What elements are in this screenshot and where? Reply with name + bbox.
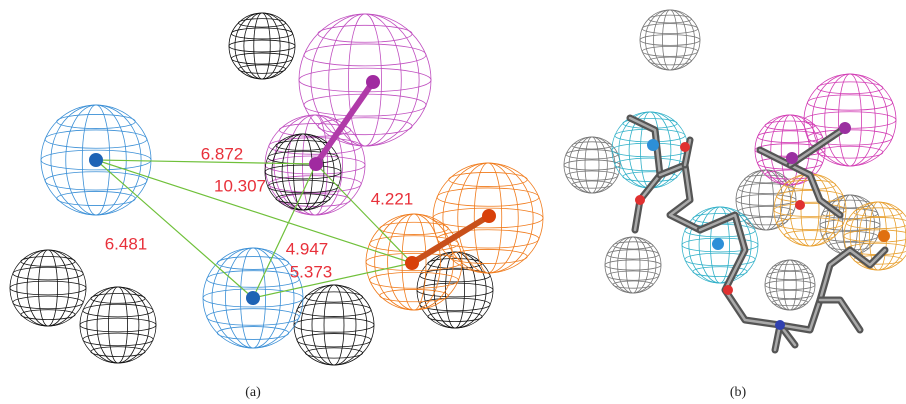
hetero-atom: [635, 195, 645, 205]
wireframe-sphere: [605, 237, 661, 293]
bond: [820, 300, 860, 330]
panel-label: (b): [730, 385, 747, 400]
distance-label: 10.307: [214, 176, 266, 195]
page: 6.872 10.307 4.221 6.481 4.947 5.373 (a)…: [0, 0, 906, 404]
wireframe-sphere: [804, 74, 896, 166]
wireframe-sphere: [564, 137, 620, 193]
feature-center: [309, 157, 323, 171]
feature-center: [482, 209, 496, 223]
distance-line: [253, 263, 412, 298]
wireframe-sphere: [765, 260, 815, 310]
feature-center: [366, 75, 380, 89]
feature-center: [786, 152, 798, 164]
distance-label: 6.481: [105, 234, 148, 253]
distance-label: 6.872: [201, 144, 244, 163]
wireframe-sphere: [299, 14, 431, 146]
hetero-atom: [723, 285, 733, 295]
distance-label: 4.221: [371, 189, 414, 208]
feature-center: [647, 139, 659, 151]
figure: 6.872 10.307 4.221 6.481 4.947 5.373 (a)…: [0, 0, 906, 404]
hetero-atom: [680, 142, 690, 152]
wireframe-sphere: [640, 10, 700, 70]
molecule: [630, 118, 885, 350]
wireframe-sphere: [80, 287, 156, 363]
feature-center: [246, 291, 260, 305]
distance-line: [316, 164, 412, 263]
wireframe-sphere: [229, 13, 295, 79]
feature-center: [712, 238, 724, 250]
feature-center: [89, 153, 103, 167]
pharmacophore-spheres: [10, 10, 906, 365]
feature-center: [878, 230, 890, 242]
wireframe-sphere: [294, 285, 374, 365]
hetero-atom: [795, 200, 805, 210]
distance-label: 5.373: [290, 262, 333, 281]
distance-label: 4.947: [286, 239, 329, 258]
hetero-atom: [775, 320, 785, 330]
panel-label: (a): [245, 385, 261, 400]
feature-center: [405, 256, 419, 270]
feature-center: [839, 122, 851, 134]
wireframe-sphere: [10, 250, 86, 326]
